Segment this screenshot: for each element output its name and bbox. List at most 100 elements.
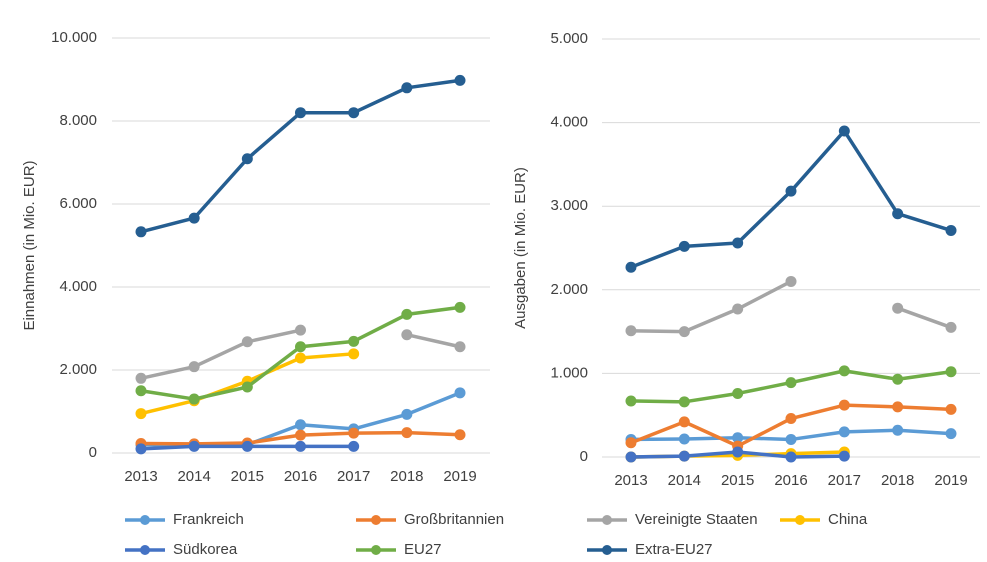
x-tick-label: 2015 (231, 468, 264, 485)
data-point (945, 428, 957, 440)
data-point (625, 451, 637, 463)
data-point (348, 440, 360, 452)
x-tick-label: 2016 (284, 468, 317, 485)
y-tick-label: 1.000 (550, 364, 588, 381)
y-axis-label: Ausgaben (in Mio. EUR) (512, 167, 529, 329)
data-point (838, 426, 850, 438)
legend-marker (795, 515, 805, 525)
x-tick-label: 2016 (774, 472, 807, 489)
legend-marker (371, 515, 381, 525)
data-point (785, 275, 797, 287)
data-point (135, 226, 147, 238)
series-line (140, 328, 461, 381)
y-tick-label: 5.000 (550, 30, 588, 47)
data-point (295, 324, 306, 336)
data-point (678, 433, 690, 445)
data-point (188, 212, 200, 224)
x-tick-label: 2014 (177, 468, 210, 485)
legend-label: China (828, 511, 868, 528)
legend-label: Vereinigte Staaten (635, 511, 758, 528)
data-point (892, 424, 904, 436)
legend-marker (371, 545, 381, 555)
data-point (892, 208, 904, 220)
data-point (892, 373, 904, 385)
data-point (188, 440, 200, 452)
data-point (454, 387, 466, 399)
x-tick-label: 2014 (668, 472, 701, 489)
legend-marker (140, 545, 150, 555)
x-tick-label: 2013 (614, 472, 647, 489)
y-tick-label: 0 (89, 444, 97, 461)
data-point (785, 413, 797, 425)
data-point (732, 387, 744, 399)
data-point (625, 325, 637, 337)
legend-label: Großbritannien (404, 511, 504, 528)
y-tick-label: 2.000 (59, 361, 97, 378)
x-tick-label: 2017 (337, 468, 370, 485)
y-tick-label: 6.000 (59, 195, 97, 212)
data-point (135, 385, 147, 397)
data-point (401, 308, 413, 320)
data-point (625, 437, 637, 449)
data-point (295, 341, 306, 353)
data-point (625, 261, 637, 273)
data-point (295, 107, 306, 119)
series-line (630, 279, 952, 334)
data-point (295, 352, 306, 364)
y-tick-label: 10.000 (51, 29, 97, 46)
data-point (838, 450, 850, 462)
data-point (678, 326, 690, 338)
data-point (188, 361, 200, 373)
legend-label: Südkorea (173, 541, 238, 558)
data-point (401, 408, 413, 420)
x-tick-label: 2018 (881, 472, 914, 489)
legend-label: Frankreich (173, 511, 244, 528)
data-point (785, 433, 797, 445)
x-tick-label: 2018 (390, 468, 423, 485)
data-point (838, 365, 850, 377)
data-point (135, 372, 147, 384)
data-point (295, 419, 306, 431)
data-point (241, 336, 253, 348)
data-point (348, 348, 360, 360)
y-tick-label: 4.000 (550, 114, 588, 131)
data-point (732, 303, 744, 315)
data-point (945, 366, 957, 378)
data-point (892, 302, 904, 314)
y-tick-label: 8.000 (59, 112, 97, 129)
data-point (295, 429, 306, 441)
y-tick-label: 2.000 (550, 281, 588, 298)
data-point (454, 301, 466, 313)
data-point (454, 74, 466, 86)
data-point (188, 393, 200, 405)
data-point (838, 125, 850, 137)
data-point (732, 446, 744, 458)
data-point (892, 401, 904, 413)
data-point (241, 381, 253, 393)
data-point (785, 377, 797, 389)
legend-label: Extra-EU27 (635, 541, 713, 558)
x-tick-label: 2015 (721, 472, 754, 489)
data-point (241, 440, 253, 452)
data-point (135, 443, 147, 455)
y-tick-label: 4.000 (59, 278, 97, 295)
data-point (945, 403, 957, 415)
x-tick-label: 2017 (828, 472, 861, 489)
legend-marker (602, 515, 612, 525)
legend-label: EU27 (404, 541, 442, 558)
data-point (785, 185, 797, 197)
data-point (945, 321, 957, 333)
series-line (140, 78, 461, 234)
data-point (401, 329, 413, 341)
data-point (678, 240, 690, 252)
data-point (732, 237, 744, 249)
data-point (678, 450, 690, 462)
data-point (625, 395, 637, 407)
data-point (348, 427, 360, 439)
data-point (785, 451, 797, 463)
legend-marker (602, 545, 612, 555)
x-tick-label: 2013 (124, 468, 157, 485)
data-point (401, 82, 413, 94)
data-point (241, 153, 253, 165)
